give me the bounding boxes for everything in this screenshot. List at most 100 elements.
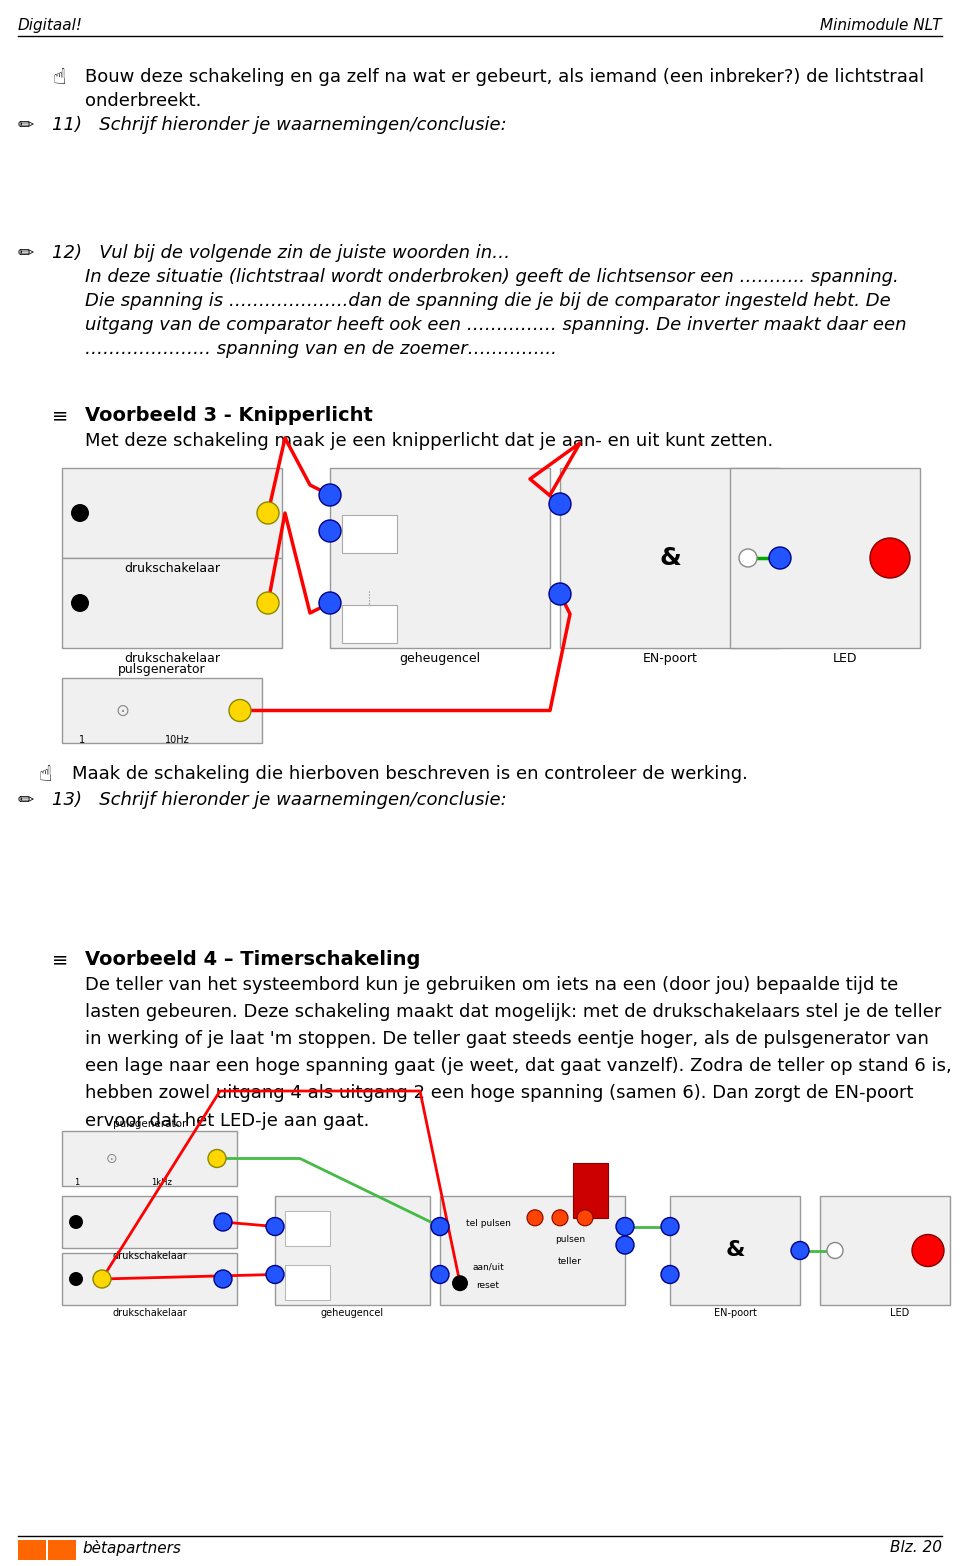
Circle shape [431, 1265, 449, 1284]
Text: Met deze schakeling maak je een knipperlicht dat je aan- en uit kunt zetten.: Met deze schakeling maak je een knipperl… [85, 432, 773, 449]
Bar [275, 1196, 430, 1304]
Text: 11)   Schrijf hieronder je waarnemingen/conclusie:: 11) Schrijf hieronder je waarnemingen/co… [52, 116, 507, 135]
Circle shape [870, 539, 910, 578]
Circle shape [319, 484, 341, 506]
Text: drukschakelaar: drukschakelaar [124, 562, 220, 575]
Text: drukschakelaar: drukschakelaar [112, 1308, 187, 1319]
Bar [285, 1265, 330, 1300]
Circle shape [319, 520, 341, 542]
Text: geheugencel: geheugencel [399, 651, 481, 666]
Text: Bouw deze schakeling en ga zelf na wat er gebeurt, als iemand (een inbreker?) de: Bouw deze schakeling en ga zelf na wat e… [85, 67, 924, 86]
Text: uitgang van de comparator heeft ook een …………… spanning. De inverter maakt daar e: uitgang van de comparator heeft ook een … [85, 316, 906, 334]
Text: ≡: ≡ [52, 951, 68, 969]
Text: 10Hz: 10Hz [165, 734, 189, 745]
Circle shape [69, 1272, 83, 1286]
Text: ☝: ☝ [38, 766, 52, 785]
Circle shape [257, 503, 279, 525]
Circle shape [827, 1242, 843, 1259]
Bar [730, 468, 920, 648]
Circle shape [266, 1217, 284, 1236]
Bar [62, 1253, 237, 1304]
Bar [62, 468, 282, 557]
Circle shape [71, 504, 89, 521]
Bar [573, 1164, 608, 1218]
Text: ⊙: ⊙ [107, 1151, 118, 1165]
Text: Die spanning is ………………..dan de spanning die je bij de comparator ingesteld hebt.: Die spanning is ………………..dan de spanning … [85, 291, 891, 310]
Circle shape [69, 1215, 83, 1229]
Bar [62, 1131, 237, 1185]
Text: LED: LED [890, 1308, 910, 1319]
Circle shape [616, 1217, 634, 1236]
Text: bètapartners: bètapartners [82, 1539, 180, 1557]
Circle shape [214, 1214, 232, 1231]
Circle shape [319, 592, 341, 614]
Circle shape [791, 1242, 809, 1259]
Circle shape [257, 592, 279, 614]
Circle shape [93, 1270, 111, 1287]
Circle shape [769, 547, 791, 568]
Bar [62, 678, 262, 742]
Circle shape [661, 1217, 679, 1236]
Circle shape [616, 1236, 634, 1254]
Text: ≡: ≡ [52, 406, 68, 424]
Bar [560, 468, 780, 648]
Text: 13)   Schrijf hieronder je waarnemingen/conclusie:: 13) Schrijf hieronder je waarnemingen/co… [52, 791, 507, 810]
Text: 12)   Vul bij de volgende zin de juiste woorden in…: 12) Vul bij de volgende zin de juiste wo… [52, 244, 510, 262]
Bar [440, 1196, 625, 1304]
Text: Voorbeeld 3 - Knipperlicht: Voorbeeld 3 - Knipperlicht [85, 406, 372, 424]
Circle shape [214, 1270, 232, 1287]
Text: EN-poort: EN-poort [642, 651, 697, 666]
Text: Maak de schakeling die hierboven beschreven is en controleer de werking.: Maak de schakeling die hierboven beschre… [72, 766, 748, 783]
Circle shape [266, 1265, 284, 1284]
Bar [62, 1196, 237, 1248]
Text: ✏: ✏ [18, 116, 35, 135]
Text: Blz. 20: Blz. 20 [890, 1541, 942, 1555]
Bar [670, 1196, 800, 1304]
Text: 1: 1 [74, 1178, 80, 1187]
Text: &: & [725, 1240, 745, 1261]
Text: Digitaal!: Digitaal! [18, 17, 83, 33]
Text: ☝: ☝ [52, 67, 65, 88]
Bar [330, 468, 550, 648]
Text: In deze situatie (lichtstraal wordt onderbroken) geeft de lichtsensor een ……….. : In deze situatie (lichtstraal wordt onde… [85, 268, 899, 287]
Text: ………………… spanning van en de zoemer…………...: ………………… spanning van en de zoemer…………... [85, 340, 557, 359]
Bar [62, 557, 282, 648]
Circle shape [71, 594, 89, 612]
Circle shape [549, 583, 571, 604]
Circle shape [229, 700, 251, 722]
Circle shape [549, 493, 571, 515]
Bar [820, 1196, 950, 1304]
Text: drukschakelaar: drukschakelaar [124, 651, 220, 666]
Text: ✏: ✏ [18, 244, 35, 263]
Bar [18, 1539, 46, 1560]
Bar [48, 1539, 76, 1560]
Bar [342, 515, 397, 553]
Text: 1kHz: 1kHz [152, 1178, 173, 1187]
Text: De teller van het systeembord kun je gebruiken om iets na een (door jou) bepaald: De teller van het systeembord kun je geb… [85, 976, 951, 1129]
Circle shape [577, 1211, 593, 1226]
Circle shape [739, 550, 757, 567]
Text: ⊙: ⊙ [115, 702, 129, 719]
Text: pulsgenerator: pulsgenerator [118, 662, 205, 677]
Text: drukschakelaar: drukschakelaar [112, 1251, 187, 1261]
Text: EN-poort: EN-poort [713, 1308, 756, 1319]
Bar [342, 604, 397, 644]
Circle shape [431, 1217, 449, 1236]
Circle shape [661, 1265, 679, 1284]
Circle shape [452, 1275, 468, 1292]
Text: teller: teller [558, 1257, 582, 1265]
Text: aan/uit: aan/uit [472, 1262, 504, 1272]
Circle shape [912, 1234, 944, 1267]
Circle shape [552, 1211, 568, 1226]
Text: pulsen: pulsen [555, 1236, 585, 1243]
Text: ✏: ✏ [18, 791, 35, 810]
Text: 1: 1 [79, 734, 85, 745]
Text: &: & [660, 547, 681, 570]
Text: onderbreekt.: onderbreekt. [85, 92, 202, 110]
Circle shape [527, 1211, 543, 1226]
Text: LED: LED [832, 651, 857, 666]
Text: geheugencel: geheugencel [321, 1308, 384, 1319]
Text: Minimodule NLT: Minimodule NLT [821, 17, 942, 33]
Text: tel pulsen: tel pulsen [466, 1218, 511, 1228]
Bar [285, 1211, 330, 1245]
